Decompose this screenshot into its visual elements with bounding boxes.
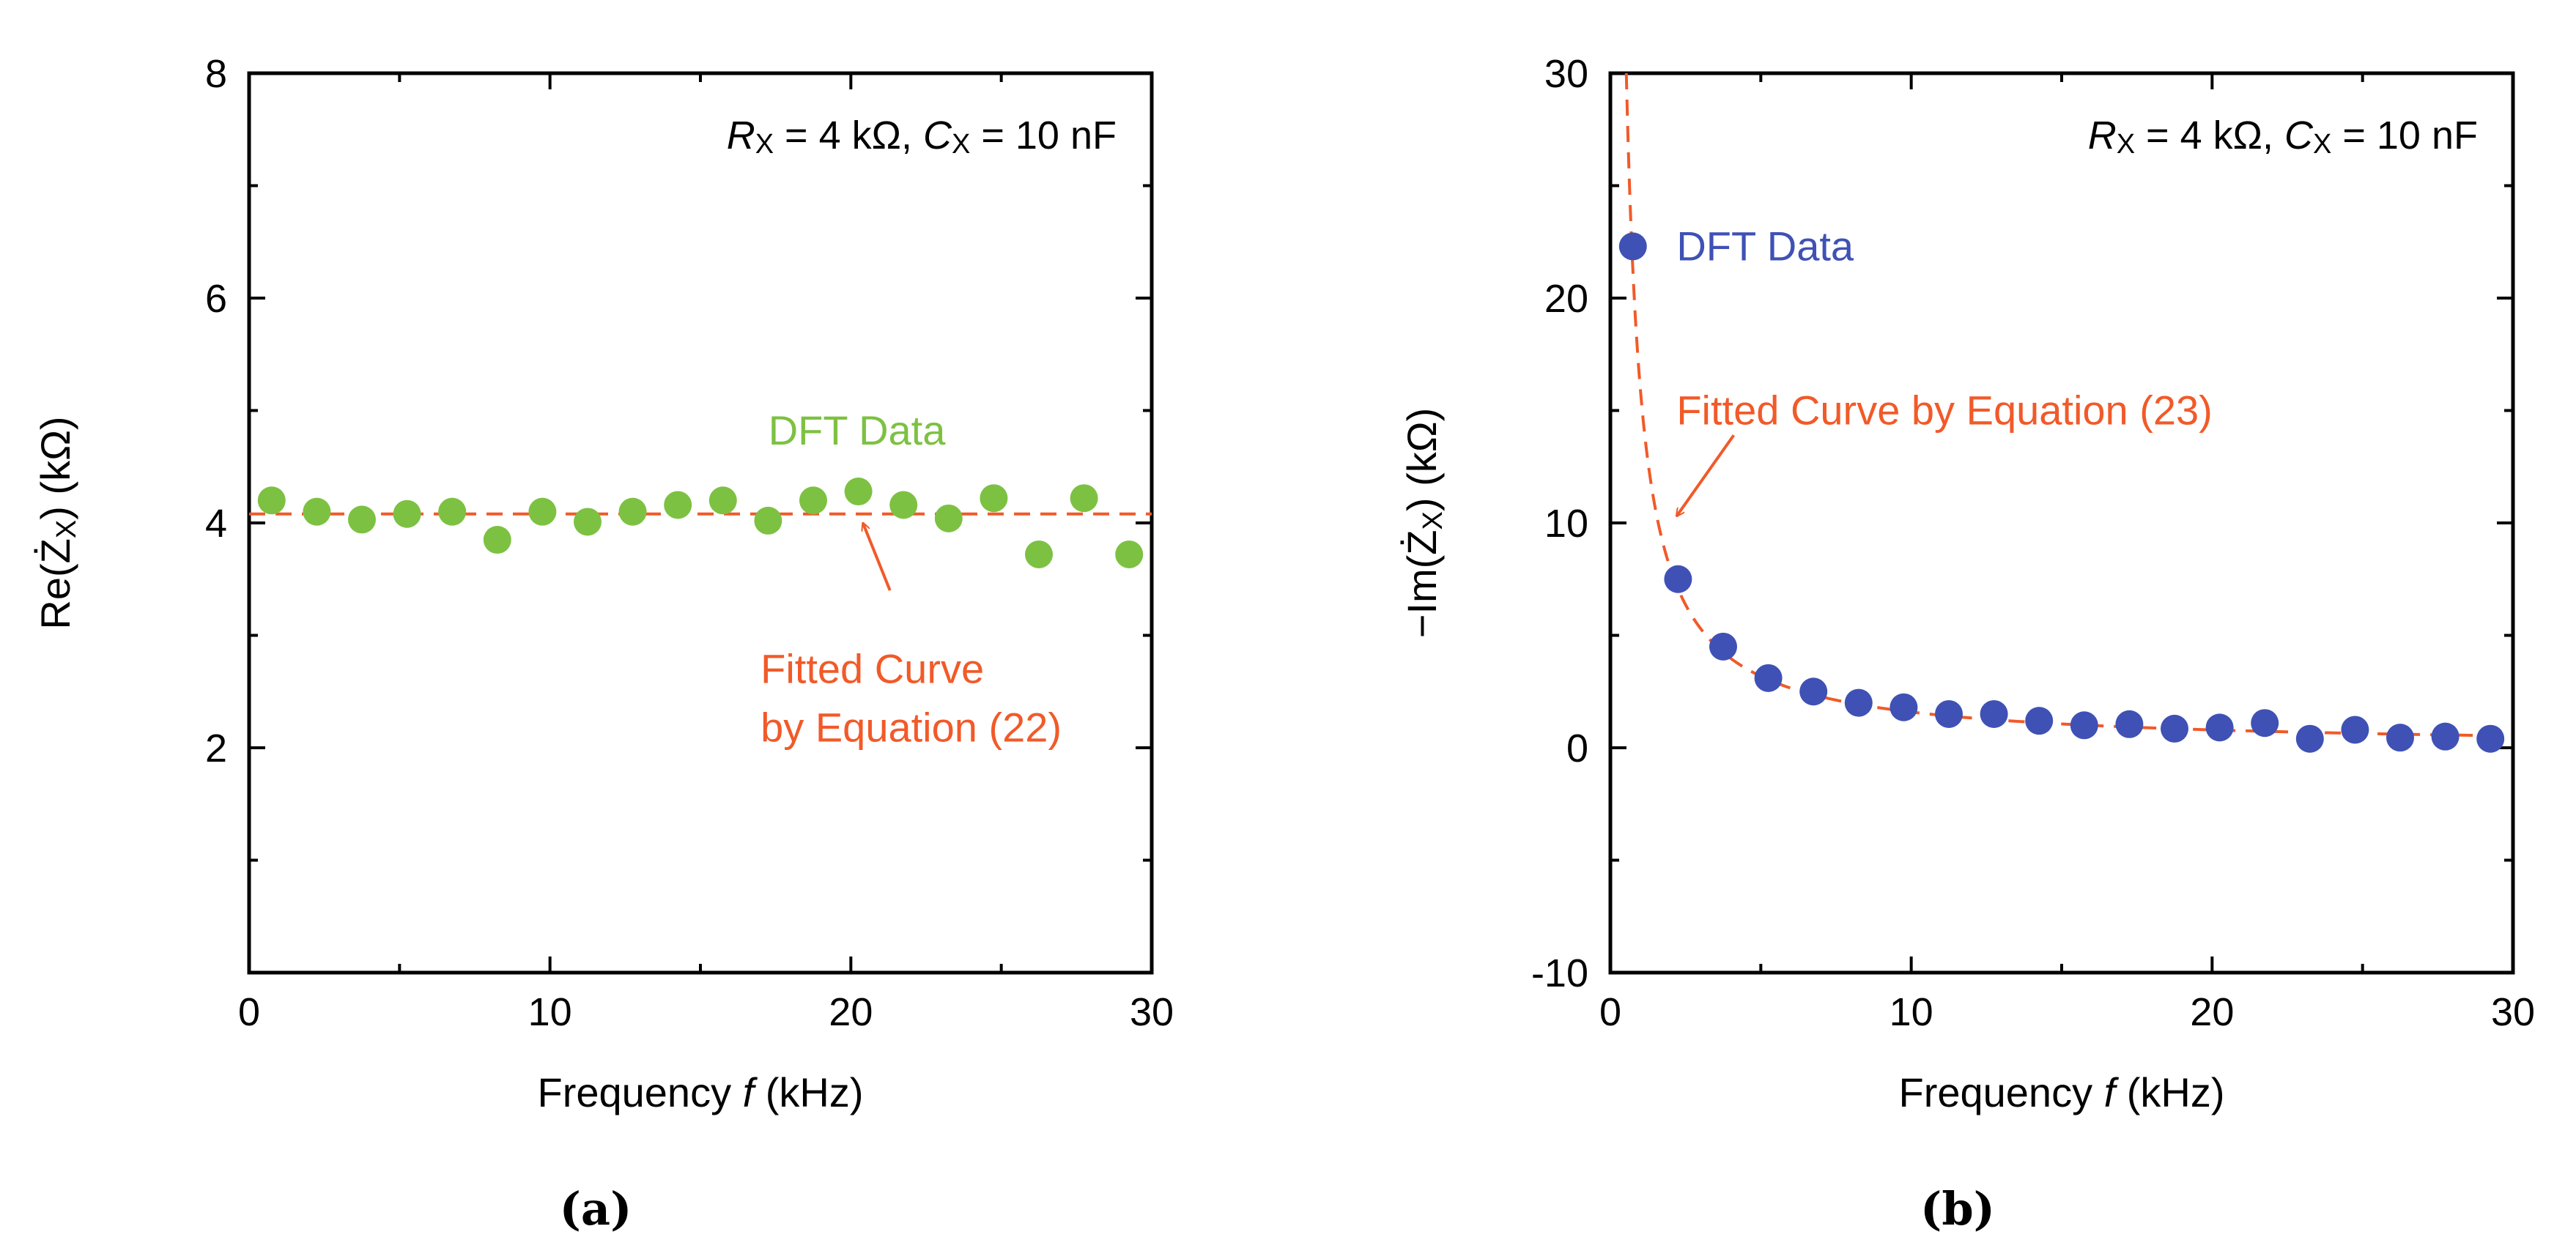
x-axis-label: Frequency f (kHz) (538, 1069, 864, 1115)
data-point (2476, 724, 2505, 753)
data-point (2386, 724, 2414, 752)
data-point (2295, 724, 2324, 753)
data-point (1115, 540, 1144, 568)
legend-label-dft-data: DFT Data (1676, 223, 1854, 269)
plot-frame (1608, 71, 2515, 975)
data-point (528, 497, 557, 526)
data-point (2205, 713, 2234, 742)
x-tick-label: 0 (1599, 990, 1621, 1034)
y-tick-label: 6 (205, 277, 227, 321)
y-tick-label: 2 (205, 727, 227, 770)
data-point (1709, 632, 1737, 661)
annotation-arrow (1676, 434, 1736, 516)
data-point (1618, 232, 1647, 261)
x-tick-label: 20 (2190, 990, 2234, 1034)
data-point (438, 497, 467, 526)
y-tick-label: 0 (1566, 727, 1588, 770)
y-tick-label: 10 (1544, 502, 1588, 546)
data-point (2025, 707, 2054, 735)
data-point (618, 497, 647, 526)
data-point (1935, 699, 1963, 728)
data-point (844, 478, 873, 506)
tick-marks (248, 72, 1153, 974)
y-tick-label: 4 (205, 502, 227, 546)
data-point (664, 491, 692, 519)
data-point (980, 484, 1008, 513)
data-point (889, 491, 918, 519)
chart-panel-a: 0 10 20 30 2 4 6 8 Frequency f (kHz) Re(ŻX) (kΩ) R… (32, 52, 1174, 1236)
condition-text: RX = 4 kΩ, CX = 10 nF (727, 114, 1117, 160)
panel-label: (a) (560, 1182, 632, 1236)
data-point (2070, 711, 2098, 740)
x-tick-label: 30 (2491, 990, 2535, 1034)
data-point (1754, 664, 1783, 692)
tick-marks (1609, 72, 2514, 974)
x-tick-label: 10 (528, 990, 572, 1034)
data-point (574, 508, 602, 536)
data-point (2431, 722, 2460, 751)
data-point (1070, 484, 1098, 513)
legend-label-fitted-curve: Fitted Curve (760, 646, 984, 692)
x-tick-label: 10 (1890, 990, 1933, 1034)
data-point (1664, 565, 1692, 593)
data-point (799, 486, 827, 515)
y-tick-label: -10 (1531, 951, 1588, 995)
x-tick-label: 20 (829, 990, 873, 1034)
x-axis-label: Frequency f (kHz) (1899, 1069, 2225, 1115)
data-point (1980, 699, 2008, 728)
legend-label-fitted-curve: Fitted Curve by Equation (23) (1676, 387, 2212, 434)
y-tick-label: 20 (1544, 277, 1588, 321)
legend-label-fitted-curve: by Equation (22) (760, 705, 1062, 751)
x-tick-label: 0 (238, 990, 260, 1034)
panel-label: (b) (1920, 1182, 1995, 1236)
annotation-arrow (863, 523, 892, 591)
data-point (754, 506, 782, 535)
data-point (2161, 714, 2188, 743)
plot-frame (247, 71, 1154, 975)
y-axis-label: −Im(ŻX) (kΩ) (1399, 408, 1448, 639)
data-point (708, 486, 737, 515)
data-point (1025, 540, 1053, 568)
data-point (1844, 688, 1873, 717)
data-point (257, 486, 286, 515)
y-tick-label: 30 (1544, 52, 1588, 96)
x-tick-label: 30 (1130, 990, 1174, 1034)
y-tick-label: 8 (205, 52, 227, 96)
legend-label-dft-data: DFT Data (769, 407, 947, 453)
data-point (2341, 716, 2369, 744)
data-point (1890, 693, 1918, 721)
y-axis-label: Re(ŻX) (kΩ) (32, 416, 82, 629)
data-point (1799, 677, 1828, 706)
data-point (483, 526, 511, 554)
data-point (303, 497, 331, 526)
data-point (2115, 710, 2144, 738)
data-point (2251, 709, 2279, 738)
data-point (934, 504, 963, 532)
data-point (348, 505, 376, 534)
data-point (393, 499, 421, 528)
condition-text: RX = 4 kΩ, CX = 10 nF (2088, 114, 2478, 160)
